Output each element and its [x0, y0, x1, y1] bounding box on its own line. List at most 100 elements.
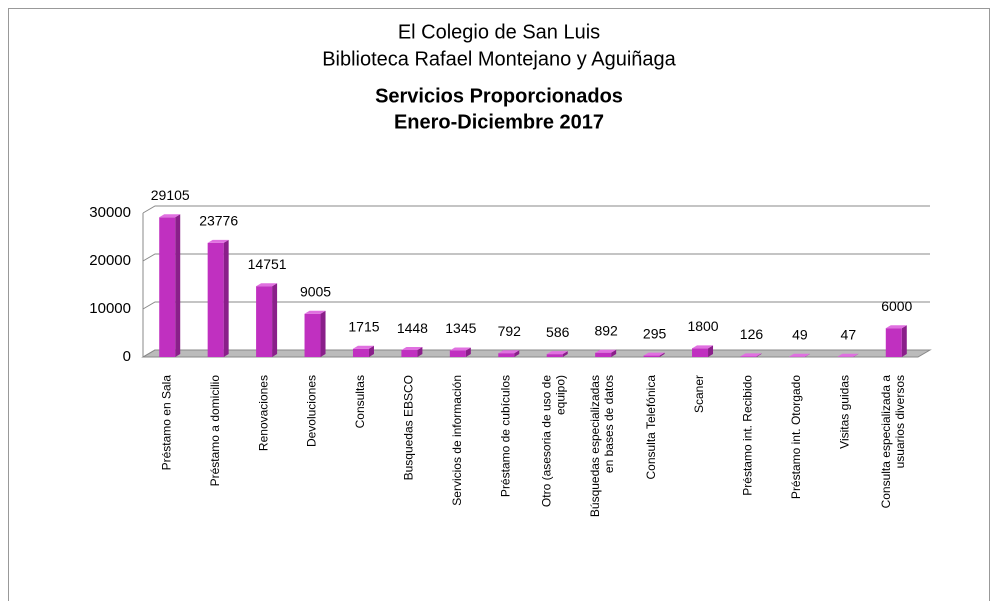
- grid-line: [142, 301, 930, 310]
- x-tick-label: Servicios de información: [450, 375, 464, 506]
- value-label: 9005: [300, 283, 331, 299]
- bar: [546, 351, 568, 357]
- bar-top: [788, 353, 810, 357]
- chart-title: Enero-Diciembre 2017: [394, 111, 604, 133]
- bar-front: [352, 348, 369, 357]
- bar-top: [692, 345, 714, 349]
- bar-top: [207, 239, 229, 243]
- x-tick-label: Consulta Telefónica: [644, 375, 658, 480]
- bar-side: [562, 351, 568, 357]
- y-tick-label: 0: [123, 348, 131, 365]
- bar-front: [595, 352, 612, 357]
- x-tick-label: Scaner: [692, 375, 706, 413]
- bar-top: [546, 351, 568, 355]
- x-tick-label: Préstamo int. Otorgado: [789, 375, 803, 499]
- value-label: 295: [643, 325, 667, 341]
- bar: [256, 283, 278, 357]
- bar: [740, 353, 762, 357]
- bar-top: [352, 345, 374, 349]
- bar: [788, 353, 810, 357]
- bar-side: [756, 353, 762, 357]
- bar-front: [207, 242, 224, 357]
- bar-front: [692, 348, 709, 357]
- grid-line: [142, 253, 930, 262]
- bar-side: [853, 353, 859, 357]
- bar: [159, 214, 181, 357]
- grid-line: [142, 205, 930, 214]
- bar: [643, 352, 665, 357]
- bar-top: [885, 325, 907, 329]
- bar: [304, 310, 326, 357]
- bar-side: [708, 345, 714, 357]
- bar: [449, 347, 471, 357]
- y-tick-label: 20000: [89, 252, 131, 269]
- x-tick-label: Búsquedas especializadasen bases de dato…: [588, 375, 616, 517]
- bar-front: [304, 313, 321, 357]
- y-tick-label: 30000: [89, 204, 131, 221]
- value-label: 47: [841, 326, 857, 342]
- bar-top: [643, 352, 665, 356]
- bar-front: [401, 350, 418, 357]
- value-label: 1448: [397, 320, 428, 336]
- x-tick-label: Busquedas EBSCO: [402, 375, 416, 480]
- bar-side: [611, 349, 617, 357]
- bar: [692, 345, 714, 357]
- value-label: 1345: [445, 320, 476, 336]
- bar-top: [256, 283, 278, 287]
- bar-side: [417, 347, 423, 357]
- bar: [837, 353, 859, 357]
- bar-top: [837, 353, 859, 357]
- value-label: 1715: [348, 318, 379, 334]
- x-tick-label: Consultas: [353, 375, 367, 428]
- bar-front: [885, 328, 902, 357]
- grid-line: [142, 349, 930, 358]
- bar-top: [159, 214, 181, 218]
- bar-side: [514, 350, 520, 357]
- x-tick-label: Préstamo de cubículos: [498, 375, 512, 497]
- bar-front: [449, 350, 466, 357]
- bar-front: [256, 286, 273, 357]
- bar-side: [465, 347, 471, 357]
- value-label: 586: [546, 324, 570, 340]
- value-label: 23776: [199, 213, 238, 229]
- chart-title: El Colegio de San Luis: [398, 21, 600, 43]
- value-label: 792: [498, 323, 522, 339]
- bar-top: [401, 347, 423, 351]
- bar-side: [175, 214, 181, 357]
- value-label: 29105: [151, 187, 190, 203]
- bar-side: [659, 352, 665, 357]
- x-tick-label: Préstamo en Sala: [159, 375, 173, 471]
- x-tick-label: Préstamo int. Recibido: [741, 375, 755, 496]
- bar-top: [449, 347, 471, 351]
- value-label: 49: [792, 326, 808, 342]
- value-label: 892: [594, 322, 618, 338]
- bar-front: [643, 355, 660, 357]
- bar-front: [740, 356, 757, 357]
- bar-top: [595, 349, 617, 353]
- x-tick-label: Devoluciones: [305, 375, 319, 447]
- value-label: 6000: [881, 298, 912, 314]
- bar-side: [320, 310, 326, 357]
- bar: [498, 350, 520, 357]
- bar: [595, 349, 617, 357]
- bar-front: [546, 354, 563, 357]
- bar-side: [368, 345, 374, 357]
- bar-top: [740, 353, 762, 357]
- value-label: 126: [740, 326, 764, 342]
- bar-front: [498, 353, 515, 357]
- x-tick-label: Renovaciones: [256, 375, 270, 451]
- y-tick-label: 10000: [89, 300, 131, 317]
- bar: [352, 345, 374, 357]
- x-tick-label: Otro (asesoria de uso deequipo): [540, 375, 568, 507]
- value-label: 14751: [248, 256, 287, 272]
- bar-top: [304, 310, 326, 314]
- value-label: 1800: [687, 318, 718, 334]
- bar: [401, 347, 423, 357]
- bar-side: [804, 353, 810, 357]
- bar-top: [498, 350, 520, 354]
- bar-side: [223, 239, 229, 357]
- bar: [885, 325, 907, 357]
- bar-side: [901, 325, 907, 357]
- chart-title: Biblioteca Rafael Montejano y Aguiñaga: [322, 48, 676, 70]
